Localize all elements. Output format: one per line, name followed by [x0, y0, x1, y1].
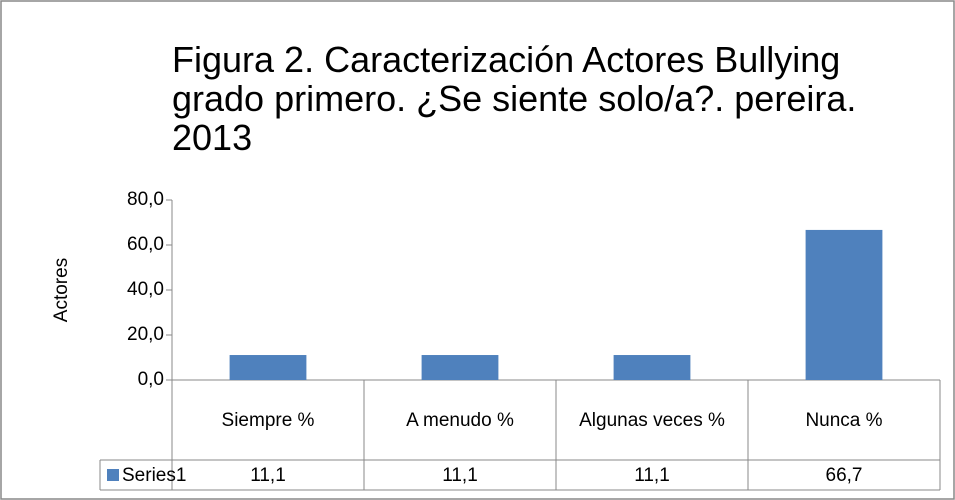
legend-label: Series1 [122, 465, 186, 486]
x-tick-label: A menudo % [406, 409, 514, 431]
y-tick-label: 60,0 [127, 234, 164, 255]
bar [613, 355, 691, 380]
data-table-value: 66,7 [826, 465, 863, 486]
bar [805, 229, 883, 380]
x-tick-label: Nunca % [805, 409, 883, 431]
chart-title: Figura 2. Caracterización Actores Bullyi… [172, 39, 857, 158]
data-table-value: 11,1 [634, 465, 670, 486]
y-tick-label: 20,0 [127, 324, 164, 345]
y-tick-label: 80,0 [127, 189, 164, 210]
y-axis-label: Actores [51, 258, 72, 322]
bar [421, 355, 499, 380]
y-tick-label: 0,0 [138, 369, 164, 390]
data-table-value: 11,1 [442, 465, 478, 486]
data-table-value: 11,1 [250, 465, 286, 486]
y-tick-label: 40,0 [127, 279, 164, 300]
legend-key [107, 469, 119, 481]
x-tick-label: Siempre % [221, 409, 315, 431]
bar [229, 355, 307, 380]
x-tick-label: Algunas veces % [579, 409, 725, 431]
